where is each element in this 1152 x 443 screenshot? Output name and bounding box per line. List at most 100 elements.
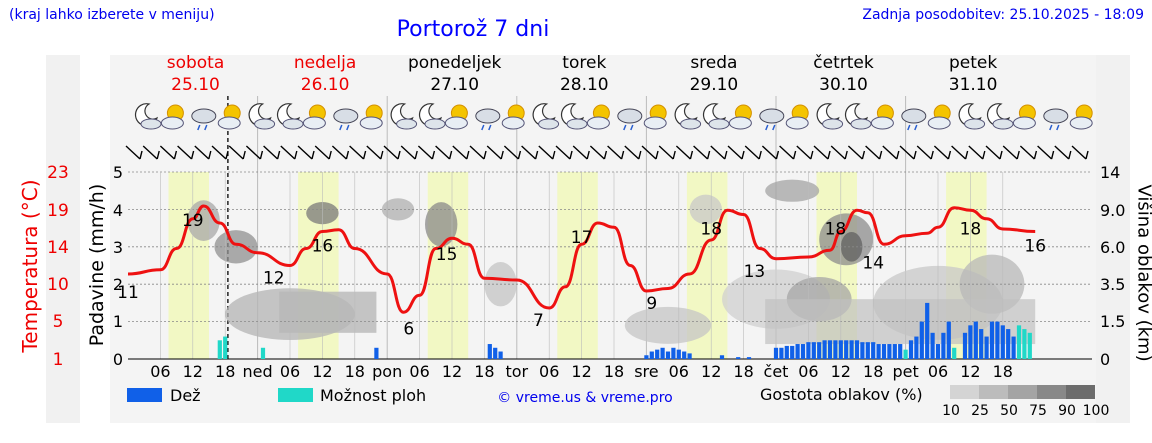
cloud-icon [1012,116,1036,130]
cloud-icon [396,118,418,130]
cloud-density-swatch [979,385,1008,399]
rain-bar [811,342,816,359]
wind-barb-icon [761,145,777,160]
wind-barb-icon [847,145,863,160]
day-date: 29.10 [690,75,739,95]
wind-barb-icon [827,150,831,160]
cloud-density-step: 75 [1029,403,1047,419]
precipitation-tick: 0 [113,350,123,369]
temperature-label: 16 [1024,237,1046,257]
temperature-label: 12 [263,269,285,289]
daylight-band [557,172,598,359]
wind-barb-icon [297,145,313,160]
temperature-label: 15 [436,245,458,265]
cloud-icon [538,118,560,130]
day-date: 25.10 [171,75,220,95]
cloud-icon [254,118,276,130]
rain-bar [925,302,930,359]
rain-bar [682,351,687,359]
temperature-label: 7 [533,311,544,331]
wind-barb-icon [810,150,814,160]
rain-bar [487,344,492,359]
wind-barb-icon [294,150,298,160]
rain-bar [887,344,892,359]
cloud-icon [424,118,446,130]
rain-bar [644,355,649,359]
hour-tick-label: 18 [604,362,624,381]
wind-barb-icon [383,145,399,160]
rain-bar [930,332,935,359]
wind-barb-icon [796,145,812,160]
wind-barb-icon [194,145,210,160]
cloud-icon [759,108,785,124]
rain-bar [1011,336,1016,359]
storm-legend-swatch [278,388,313,402]
rain-bar [865,342,870,359]
temperature-label: 6 [403,320,414,340]
cloud-height-tick: 9.0 [1100,201,1125,220]
rain-bar [892,344,897,359]
rain-drop-icon [630,124,634,131]
wind-barb-icon [693,145,709,160]
wind-barb-icon [362,150,367,160]
wind-barb-icon [586,150,590,160]
wind-barb-icon [951,145,967,160]
rain-drop-icon [914,124,918,131]
wind-barb-icon [397,150,401,160]
wind-barb-icon [1054,145,1070,160]
rain-drop-icon [1049,124,1053,131]
day-date: 31.10 [949,75,998,95]
cloud-density-step: 10 [942,403,960,419]
wind-barb-icon [311,150,315,160]
day-date: 27.10 [430,75,479,95]
wind-barb-icon [414,150,418,160]
rain-bar [1006,329,1011,359]
wind-barb-icon [607,145,623,160]
temperature-label: 14 [862,254,884,274]
storm-bar [217,340,222,359]
cloud-height-tick: 3.5 [1100,275,1125,294]
wind-barb-icon [448,150,453,160]
wind-barb-icon [1033,150,1038,160]
wind-barb-icon [345,150,350,160]
location-menu-note: (kraj lahko izberete v meniju) [9,7,215,23]
wind-barb-icon [380,150,384,160]
temperature-tick: 1 [53,350,64,370]
wind-barb-icon [177,145,193,160]
cloud-icon [728,116,752,130]
wind-barb-icon [641,145,657,160]
wind-barb-icon [572,145,588,160]
wind-barb-icon [331,145,347,160]
temperature-tick: 19 [47,201,69,221]
rain-bar [736,357,741,359]
left-axis-panel [46,55,80,423]
rain-drop-icon [481,124,485,131]
wind-barb-icon [624,145,640,160]
cloud-icon [901,108,927,124]
hour-tick-label: 06 [150,362,170,381]
rain-bar [962,332,968,359]
temperature-label: 9 [646,294,657,314]
cloud-icon [617,108,643,124]
rain-bar [854,340,860,359]
wind-barb-icon [741,150,745,160]
cloud-icon [643,116,667,130]
wind-barb-icon [314,145,330,160]
wind-barb-icon [1050,150,1055,160]
day-name: torek [562,53,606,73]
wind-barb-icon [500,150,504,160]
rain-bar [844,340,849,359]
wind-barb-icon [865,145,881,160]
hour-tick-label: 12 [701,362,721,381]
wind-barb-icon [417,145,433,160]
temperature-label: 17 [571,228,593,248]
wind-barb-icon [276,150,281,160]
cloud-icon [140,118,162,130]
precipitation-tick: 3 [113,238,123,257]
wind-barb-icon [744,145,760,160]
hour-tick-label: 18 [863,362,883,381]
temperature-label: 19 [182,211,204,231]
wind-barb-icon [190,150,195,160]
wind-barb-icon [211,145,227,160]
precipitation-tick: 4 [113,201,123,220]
